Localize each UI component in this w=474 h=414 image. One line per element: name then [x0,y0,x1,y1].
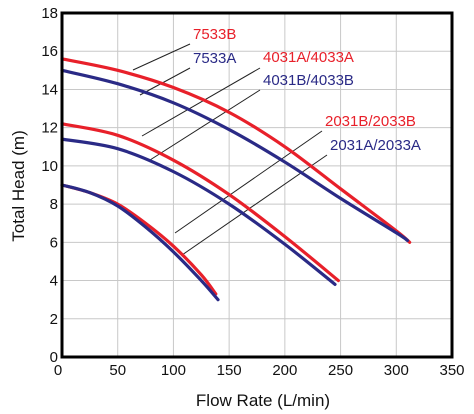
y-tick-label: 10 [41,158,58,175]
x-axis-title: Flow Rate (L/min) [196,391,330,410]
leader-line-2031b-2033b [174,130,323,234]
series-line-4031b-4033b [60,137,337,286]
series-lines [60,57,412,302]
y-tick-label: 0 [50,349,58,366]
y-tick-label: 8 [50,196,58,213]
x-tick-label: 350 [439,362,464,379]
series-label-2031a-2033a: 2031A/2033A [330,137,421,154]
y-tick-label: 18 [41,5,58,22]
y-tick-label: 6 [50,234,58,251]
series-line-4031a-4033a [60,122,340,283]
y-tick-label: 12 [41,120,58,137]
x-tick-label: 150 [217,362,242,379]
plot-frame [60,11,454,359]
series-line-2031a-2033a [60,183,220,302]
y-tick-label: 4 [50,273,58,290]
series-label-2031b-2033b: 2031B/2033B [325,113,416,130]
label-leader-lines [132,43,328,256]
leader-line-4031a-4033a [141,67,261,137]
series-line-7533b [60,57,412,244]
series-label-7533b: 7533B [193,26,236,43]
series-label-7533a: 7533A [193,50,236,67]
x-tick-label: 50 [109,362,126,379]
series-label-4031a-4033a: 4031A/4033A [263,49,354,66]
grid [62,13,452,357]
series-line-2031b-2033b [60,183,218,296]
y-tick-label: 2 [50,311,58,328]
series-labels: 7533B 7533A 4031A/4033A 4031B/4033B 2031B/20… [193,26,421,154]
y-tick-label: 14 [41,81,58,98]
leader-line-2031a-2033a [181,154,328,256]
y-axis-title: Total Head (m) [9,130,28,241]
y-tick-label: 16 [41,43,58,60]
x-tick-label: 300 [384,362,409,379]
x-tick-label: 100 [161,362,186,379]
leader-line-7533b [132,43,191,71]
x-tick-label: 0 [54,362,62,379]
leader-line-7533a [139,67,191,96]
x-tick-label: 250 [328,362,353,379]
leader-line-4031b-4033b [149,89,261,161]
tick-labels: 0 50 100 150 200 250 300 350 0 2 4 6 8 10 12 14 16 18 [41,5,464,379]
x-tick-label: 200 [272,362,297,379]
series-line-7533a [60,68,410,243]
series-label-4031b-4033b: 4031B/4033B [263,72,354,89]
